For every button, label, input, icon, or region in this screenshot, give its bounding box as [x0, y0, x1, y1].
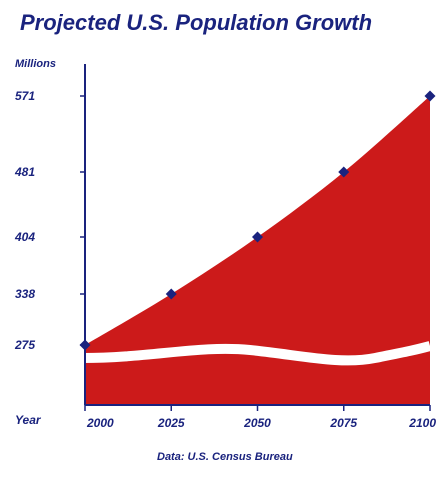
x-tick-label: 2050	[243, 416, 271, 430]
y-tick-label: 481	[14, 165, 35, 179]
x-tick-label: 2075	[329, 416, 357, 430]
x-tick-labels: 2000 2025 2050 2075 2100	[86, 416, 436, 430]
chart-title: Projected U.S. Population Growth	[20, 10, 372, 35]
data-point-marker	[165, 288, 177, 300]
y-tick-labels: 275 338 404 481 571	[14, 89, 35, 352]
data-point-marker	[252, 231, 263, 243]
x-tick-label: 2100	[408, 416, 436, 430]
data-point-marker	[338, 166, 350, 178]
y-tick-label: 275	[14, 338, 35, 352]
x-tick-label: 2025	[157, 416, 185, 430]
area-layer	[82, 96, 432, 405]
y-tick-label: 338	[15, 287, 35, 301]
y-unit-label: Millions	[15, 58, 56, 70]
data-markers	[79, 90, 436, 351]
source-note: Data: U.S. Census Bureau	[157, 451, 293, 463]
axis-break-band	[82, 341, 432, 366]
x-axis-label: Year	[15, 413, 42, 427]
x-tick-label: 2000	[86, 416, 114, 430]
y-tick-label: 571	[15, 89, 35, 103]
data-point-marker	[79, 339, 91, 351]
y-tick-label: 404	[14, 230, 35, 244]
data-point-marker	[424, 90, 436, 102]
